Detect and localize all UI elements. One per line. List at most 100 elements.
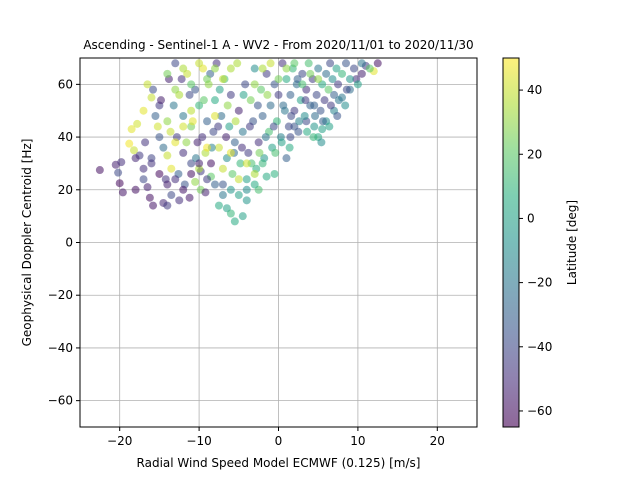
- x-tick-label: 20: [430, 434, 445, 448]
- data-point: [349, 64, 358, 73]
- data-point: [298, 80, 307, 89]
- data-point: [166, 127, 175, 136]
- data-point: [131, 185, 140, 194]
- y-tick-label: 20: [58, 183, 73, 197]
- colorbar-tick-label: 20: [527, 147, 542, 161]
- data-point: [198, 133, 207, 142]
- data-point: [125, 139, 134, 148]
- colorbar-tick-label: −60: [527, 404, 552, 418]
- data-point: [159, 143, 168, 152]
- data-point: [156, 96, 165, 105]
- data-point: [282, 154, 291, 163]
- data-point: [234, 175, 243, 184]
- colorbar-label: Latitude [deg]: [565, 200, 579, 285]
- data-point: [306, 69, 315, 78]
- data-point: [139, 106, 148, 115]
- data-point: [201, 188, 210, 197]
- data-point: [114, 168, 123, 177]
- data-point: [254, 138, 263, 147]
- data-point: [226, 90, 235, 99]
- data-point: [233, 59, 242, 68]
- data-point: [365, 64, 374, 73]
- data-point: [318, 125, 327, 134]
- data-point: [179, 122, 188, 131]
- data-point: [269, 122, 278, 131]
- data-point: [117, 158, 126, 167]
- data-point: [274, 90, 283, 99]
- data-point: [210, 111, 219, 120]
- y-tick-label: −40: [48, 341, 73, 355]
- colorbar-tick-label: −40: [527, 340, 552, 354]
- data-point: [143, 80, 152, 89]
- data-point: [193, 138, 202, 147]
- data-point: [185, 193, 194, 202]
- data-point: [314, 64, 323, 73]
- data-point: [353, 80, 362, 89]
- colorbar-ticks: −60 −40 −20 0 20 40: [519, 83, 552, 418]
- data-point: [258, 64, 267, 73]
- data-point: [250, 80, 259, 89]
- data-point: [258, 159, 267, 168]
- data-point: [226, 209, 235, 218]
- data-point: [191, 177, 200, 186]
- data-point: [179, 111, 188, 120]
- grid-lines: [80, 58, 477, 427]
- data-point: [129, 146, 138, 155]
- data-point: [326, 59, 335, 68]
- data-point: [279, 101, 288, 110]
- data-point: [318, 117, 327, 126]
- data-point: [139, 175, 148, 184]
- data-point: [203, 143, 212, 152]
- data-point: [322, 69, 331, 78]
- data-point: [214, 122, 223, 131]
- data-point: [185, 90, 194, 99]
- data-point: [131, 154, 140, 163]
- data-point: [228, 169, 237, 178]
- data-point: [266, 101, 275, 110]
- data-point: [115, 179, 124, 188]
- data-point: [312, 90, 321, 99]
- data-point: [311, 111, 320, 120]
- data-point: [218, 164, 227, 173]
- data-point: [226, 185, 235, 194]
- colorbar-tick-label: −20: [527, 276, 552, 290]
- data-point: [238, 212, 247, 221]
- data-point: [320, 96, 329, 105]
- data-point: [306, 101, 315, 110]
- y-tick-label: −20: [48, 288, 73, 302]
- data-point: [286, 133, 295, 142]
- data-point: [250, 64, 259, 73]
- data-point: [171, 59, 180, 68]
- data-point: [253, 101, 262, 110]
- colorbar-tick-label: 40: [527, 83, 542, 97]
- x-tick-label: 10: [350, 434, 365, 448]
- data-point: [143, 183, 152, 192]
- data-point: [316, 106, 325, 115]
- data-point: [328, 75, 337, 84]
- data-point: [218, 191, 227, 200]
- data-point: [225, 122, 234, 131]
- data-points: [95, 59, 382, 226]
- data-point: [187, 80, 196, 89]
- data-point: [266, 59, 275, 68]
- data-point: [139, 164, 148, 173]
- data-point: [295, 117, 304, 126]
- data-point: [274, 75, 283, 84]
- data-point: [357, 69, 366, 78]
- data-point: [127, 125, 136, 134]
- y-tick-label: 40: [58, 130, 73, 144]
- data-point: [338, 69, 347, 78]
- data-point: [332, 64, 341, 73]
- data-point: [175, 196, 184, 205]
- data-point: [222, 133, 231, 142]
- x-axis-label: Radial Wind Speed Model ECMWF (0.125) [m…: [137, 456, 421, 470]
- data-point: [149, 85, 158, 94]
- data-point: [342, 85, 351, 94]
- data-point: [324, 85, 333, 94]
- data-point: [250, 169, 259, 178]
- data-point: [163, 117, 172, 126]
- data-point: [317, 138, 326, 147]
- data-point: [210, 180, 219, 189]
- data-point: [326, 101, 335, 110]
